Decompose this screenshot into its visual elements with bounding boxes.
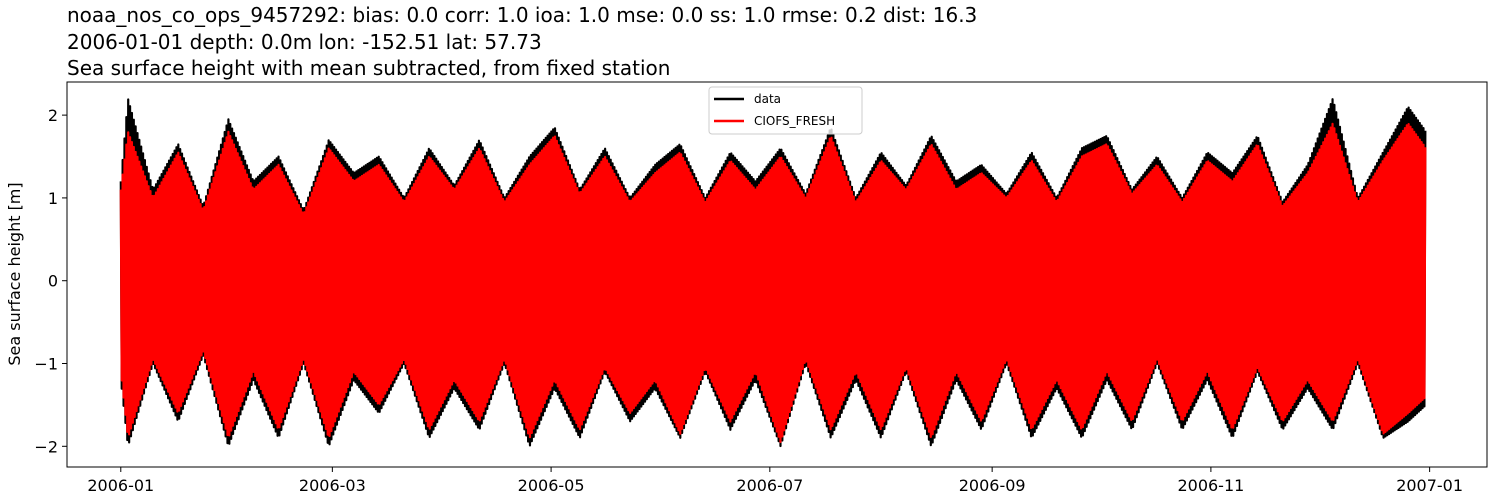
chart-title-stats: noaa_nos_co_ops_9457292: bias: 0.0 corr:… [67, 3, 978, 27]
x-tick-label: 2006-11 [1177, 476, 1244, 495]
x-tick-label: 2006-05 [518, 476, 585, 495]
x-tick-label: 2006-09 [959, 476, 1026, 495]
legend-box [708, 86, 863, 135]
plot-frame [66, 81, 1488, 468]
y-tick-label: 2 [48, 106, 58, 125]
y-axis-label: Sea surface height [m] [5, 182, 24, 365]
y-tick-label: 1 [48, 189, 58, 208]
y-tick-label: 0 [48, 272, 58, 291]
y-axis: −2 −1 0 1 2 [34, 106, 67, 456]
x-tick-label: 2007-01 [1396, 476, 1463, 495]
series-line-ciofs-fresh [119, 122, 1427, 443]
y-tick-label: −1 [34, 355, 58, 374]
legend-label-data: data [754, 92, 781, 106]
chart-title-location: 2006-01-01 depth: 0.0m lon: -152.51 lat:… [67, 30, 542, 54]
x-axis: 2006-01 2006-03 2006-05 2006-07 2006-09 2006-… [87, 467, 1463, 495]
series-layer [119, 98, 1427, 448]
chart-title-description: Sea surface height with mean subtracted,… [67, 56, 671, 80]
x-tick-label: 2006-01 [87, 476, 154, 495]
legend: data CIOFS_FRESH [708, 86, 863, 135]
legend-label-ciofs-fresh: CIOFS_FRESH [754, 114, 835, 128]
x-tick-label: 2006-07 [736, 476, 803, 495]
x-tick-label: 2006-03 [299, 476, 366, 495]
y-tick-label: −2 [34, 437, 58, 456]
